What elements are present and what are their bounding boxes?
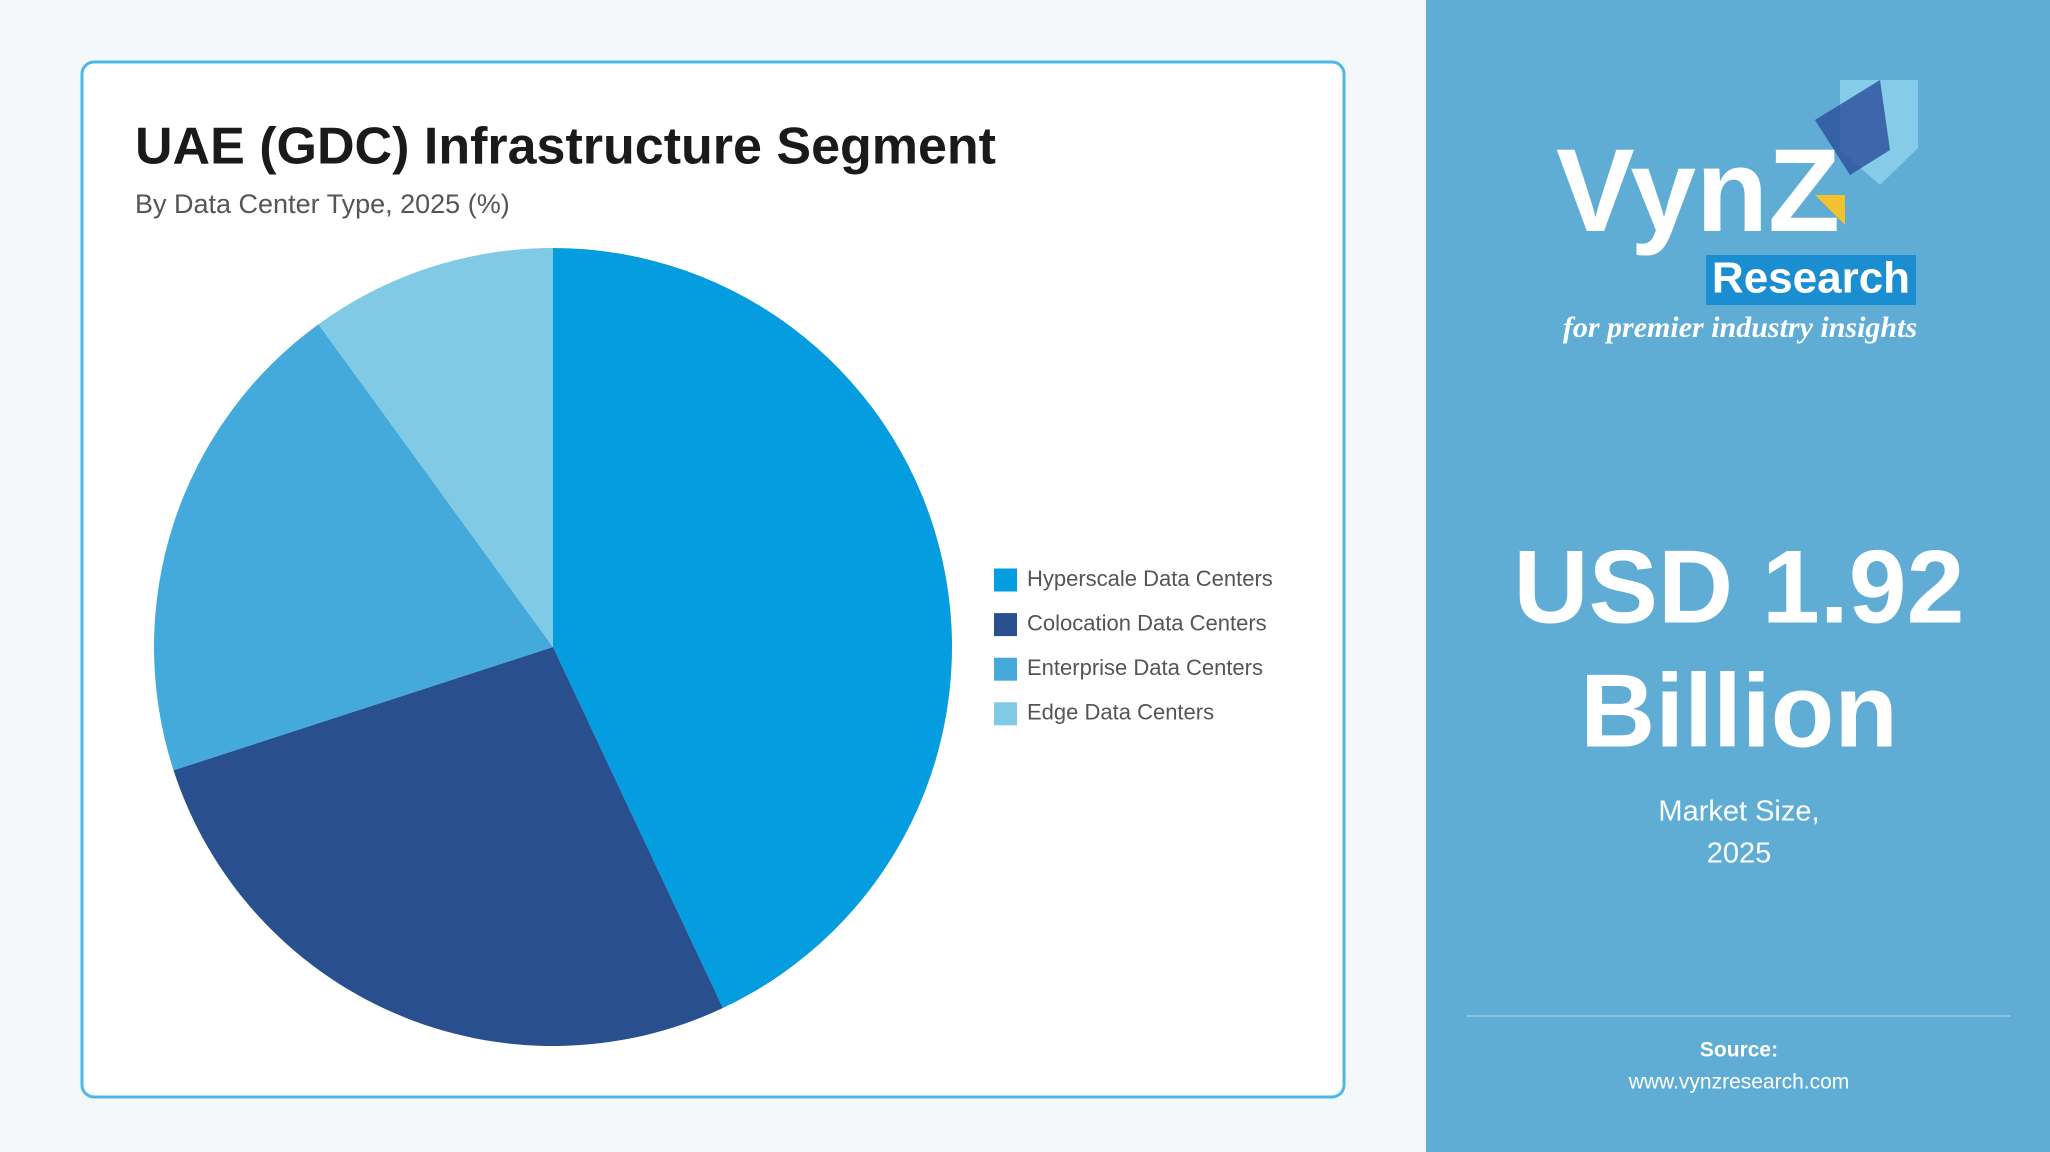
side-panel xyxy=(1426,0,2050,1152)
legend-label: Edge Data Centers xyxy=(1027,700,1214,725)
market-year: 2025 xyxy=(1707,838,1772,870)
legend-label: Hyperscale Data Centers xyxy=(1027,566,1273,591)
logo-name: VynZ xyxy=(1556,125,1840,257)
legend-swatch xyxy=(994,702,1017,726)
legend-label: Colocation Data Centers xyxy=(1027,610,1267,635)
source-label: Source: xyxy=(1700,1039,1778,1062)
legend-swatch xyxy=(994,613,1017,637)
chart-subtitle: By Data Center Type, 2025 (%) xyxy=(135,189,510,219)
market-caption: Market Size, xyxy=(1658,796,1819,828)
pie xyxy=(153,248,952,1046)
pie-slice xyxy=(153,324,553,771)
logo-mark xyxy=(1815,80,1890,175)
source-url: www.vynzresearch.com xyxy=(1628,1071,1850,1094)
logo-sub: Research xyxy=(1712,254,1910,303)
market-value: USD 1.92 xyxy=(1514,529,1965,645)
logo-mark xyxy=(1815,195,1845,225)
logo-tagline: for premier industry insights xyxy=(1563,311,1917,344)
legend-swatch xyxy=(994,657,1017,681)
pie-slice xyxy=(173,647,723,1046)
legend: Hyperscale Data Centers Colocation Data C… xyxy=(994,566,1273,726)
legend-label: Enterprise Data Centers xyxy=(1027,655,1263,680)
pie-slice xyxy=(553,248,952,1009)
logo: VynZ Research for premier industry insig… xyxy=(1556,80,1918,344)
chart-title: UAE (GDC) Infrastructure Segment xyxy=(135,118,996,176)
legend-swatch xyxy=(994,568,1017,592)
market-unit: Billion xyxy=(1580,653,1898,769)
pie-slice xyxy=(318,248,553,647)
logo-sub-box xyxy=(1706,255,1916,305)
